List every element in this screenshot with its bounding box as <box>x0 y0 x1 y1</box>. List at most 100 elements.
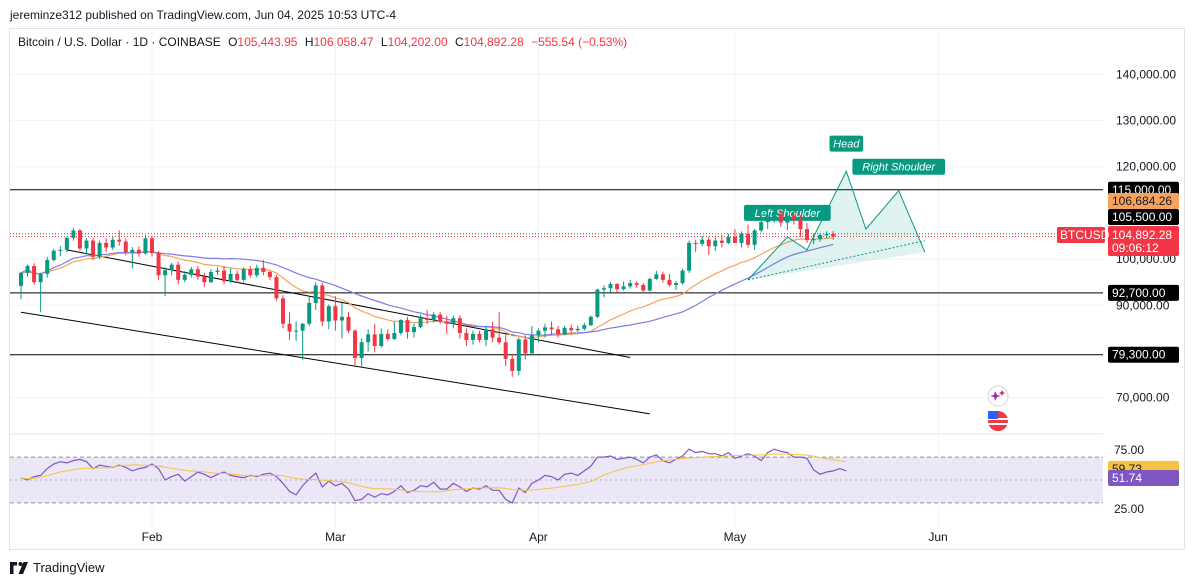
candle[interactable] <box>660 271 665 283</box>
side-icons[interactable] <box>987 385 1009 431</box>
candle[interactable] <box>97 240 102 260</box>
candle[interactable] <box>150 236 154 257</box>
candle[interactable] <box>798 215 803 237</box>
candle[interactable] <box>353 329 358 366</box>
candle[interactable] <box>51 248 56 262</box>
candle[interactable] <box>313 282 318 310</box>
candle[interactable] <box>484 326 489 346</box>
candle[interactable] <box>222 266 227 285</box>
candle[interactable] <box>379 328 384 348</box>
candle[interactable] <box>91 237 96 261</box>
candle[interactable] <box>248 266 253 278</box>
candle[interactable] <box>333 296 338 331</box>
candle[interactable] <box>791 210 796 225</box>
candle[interactable] <box>693 239 698 253</box>
candle[interactable] <box>680 268 685 285</box>
candle[interactable] <box>438 312 443 324</box>
candle[interactable] <box>569 324 574 333</box>
time-axis[interactable]: Feb Mar Apr May Jun <box>142 530 948 544</box>
candle[interactable] <box>805 223 809 243</box>
candle[interactable] <box>412 323 416 338</box>
candle[interactable] <box>536 328 541 343</box>
candle[interactable] <box>346 312 351 333</box>
candle[interactable] <box>274 274 279 301</box>
candle[interactable] <box>241 267 246 283</box>
candle[interactable] <box>667 273 672 287</box>
candle[interactable] <box>385 329 390 342</box>
candle[interactable] <box>588 315 593 327</box>
candle[interactable] <box>281 295 285 329</box>
candle[interactable] <box>634 281 639 288</box>
candle[interactable] <box>575 325 580 333</box>
candle[interactable] <box>674 281 678 291</box>
candle[interactable] <box>130 247 135 269</box>
candle[interactable] <box>700 236 705 247</box>
candle[interactable] <box>136 246 141 257</box>
candle[interactable] <box>294 321 299 341</box>
candle[interactable] <box>189 266 194 278</box>
candle[interactable] <box>123 238 128 256</box>
candle[interactable] <box>84 238 89 255</box>
candle[interactable] <box>621 281 626 291</box>
candle[interactable] <box>405 316 410 339</box>
candle[interactable] <box>608 282 613 293</box>
candle[interactable] <box>431 312 436 323</box>
candle[interactable] <box>529 326 534 356</box>
candle[interactable] <box>58 246 63 257</box>
candle[interactable] <box>32 263 37 285</box>
candle[interactable] <box>726 233 731 245</box>
candle[interactable] <box>215 267 220 276</box>
candle[interactable] <box>457 315 462 339</box>
candle[interactable] <box>444 315 449 334</box>
candle[interactable] <box>143 235 148 255</box>
candle[interactable] <box>628 279 633 289</box>
candle[interactable] <box>359 338 364 368</box>
candle[interactable] <box>307 296 312 327</box>
candle[interactable] <box>77 229 82 251</box>
candle[interactable] <box>765 204 770 230</box>
us-flag-icon[interactable] <box>988 411 1008 431</box>
price-axis[interactable]: 140,000.00130,000.00120,000.00100,000.00… <box>1114 67 1176 516</box>
candle[interactable] <box>182 271 187 283</box>
candle[interactable] <box>104 238 109 253</box>
candle[interactable] <box>785 215 790 231</box>
candle[interactable] <box>326 304 331 330</box>
candle[interactable] <box>64 236 69 253</box>
candle[interactable] <box>778 210 783 227</box>
candle[interactable] <box>339 302 344 339</box>
candle[interactable] <box>176 261 181 285</box>
candle[interactable] <box>38 272 43 313</box>
candle[interactable] <box>595 288 600 319</box>
sparkle-icon[interactable] <box>987 385 1009 407</box>
candle[interactable] <box>156 250 161 280</box>
candle[interactable] <box>254 264 259 278</box>
candle[interactable] <box>45 256 50 278</box>
candle[interactable] <box>425 309 430 324</box>
footer[interactable]: TradingView <box>10 560 105 575</box>
candles-layer[interactable] <box>19 204 836 377</box>
candle[interactable] <box>752 229 757 250</box>
candle[interactable] <box>195 266 200 280</box>
candle[interactable] <box>503 334 508 367</box>
candle[interactable] <box>366 329 371 352</box>
candle[interactable] <box>772 210 777 224</box>
candle[interactable] <box>713 237 718 251</box>
candle[interactable] <box>497 312 502 345</box>
candle[interactable] <box>117 230 122 246</box>
candle[interactable] <box>287 312 292 340</box>
candle[interactable] <box>523 335 528 360</box>
candle[interactable] <box>169 262 174 276</box>
candle[interactable] <box>25 264 30 277</box>
candle[interactable] <box>811 233 816 245</box>
candle[interactable] <box>818 233 823 242</box>
candle[interactable] <box>267 270 272 280</box>
candle[interactable] <box>601 285 606 298</box>
candle[interactable] <box>831 231 836 240</box>
candle[interactable] <box>641 283 646 292</box>
candle[interactable] <box>706 236 711 255</box>
candle[interactable] <box>824 231 829 239</box>
candle[interactable] <box>19 272 23 300</box>
candle[interactable] <box>759 213 764 233</box>
candle[interactable] <box>228 268 233 284</box>
candle[interactable] <box>470 330 475 345</box>
